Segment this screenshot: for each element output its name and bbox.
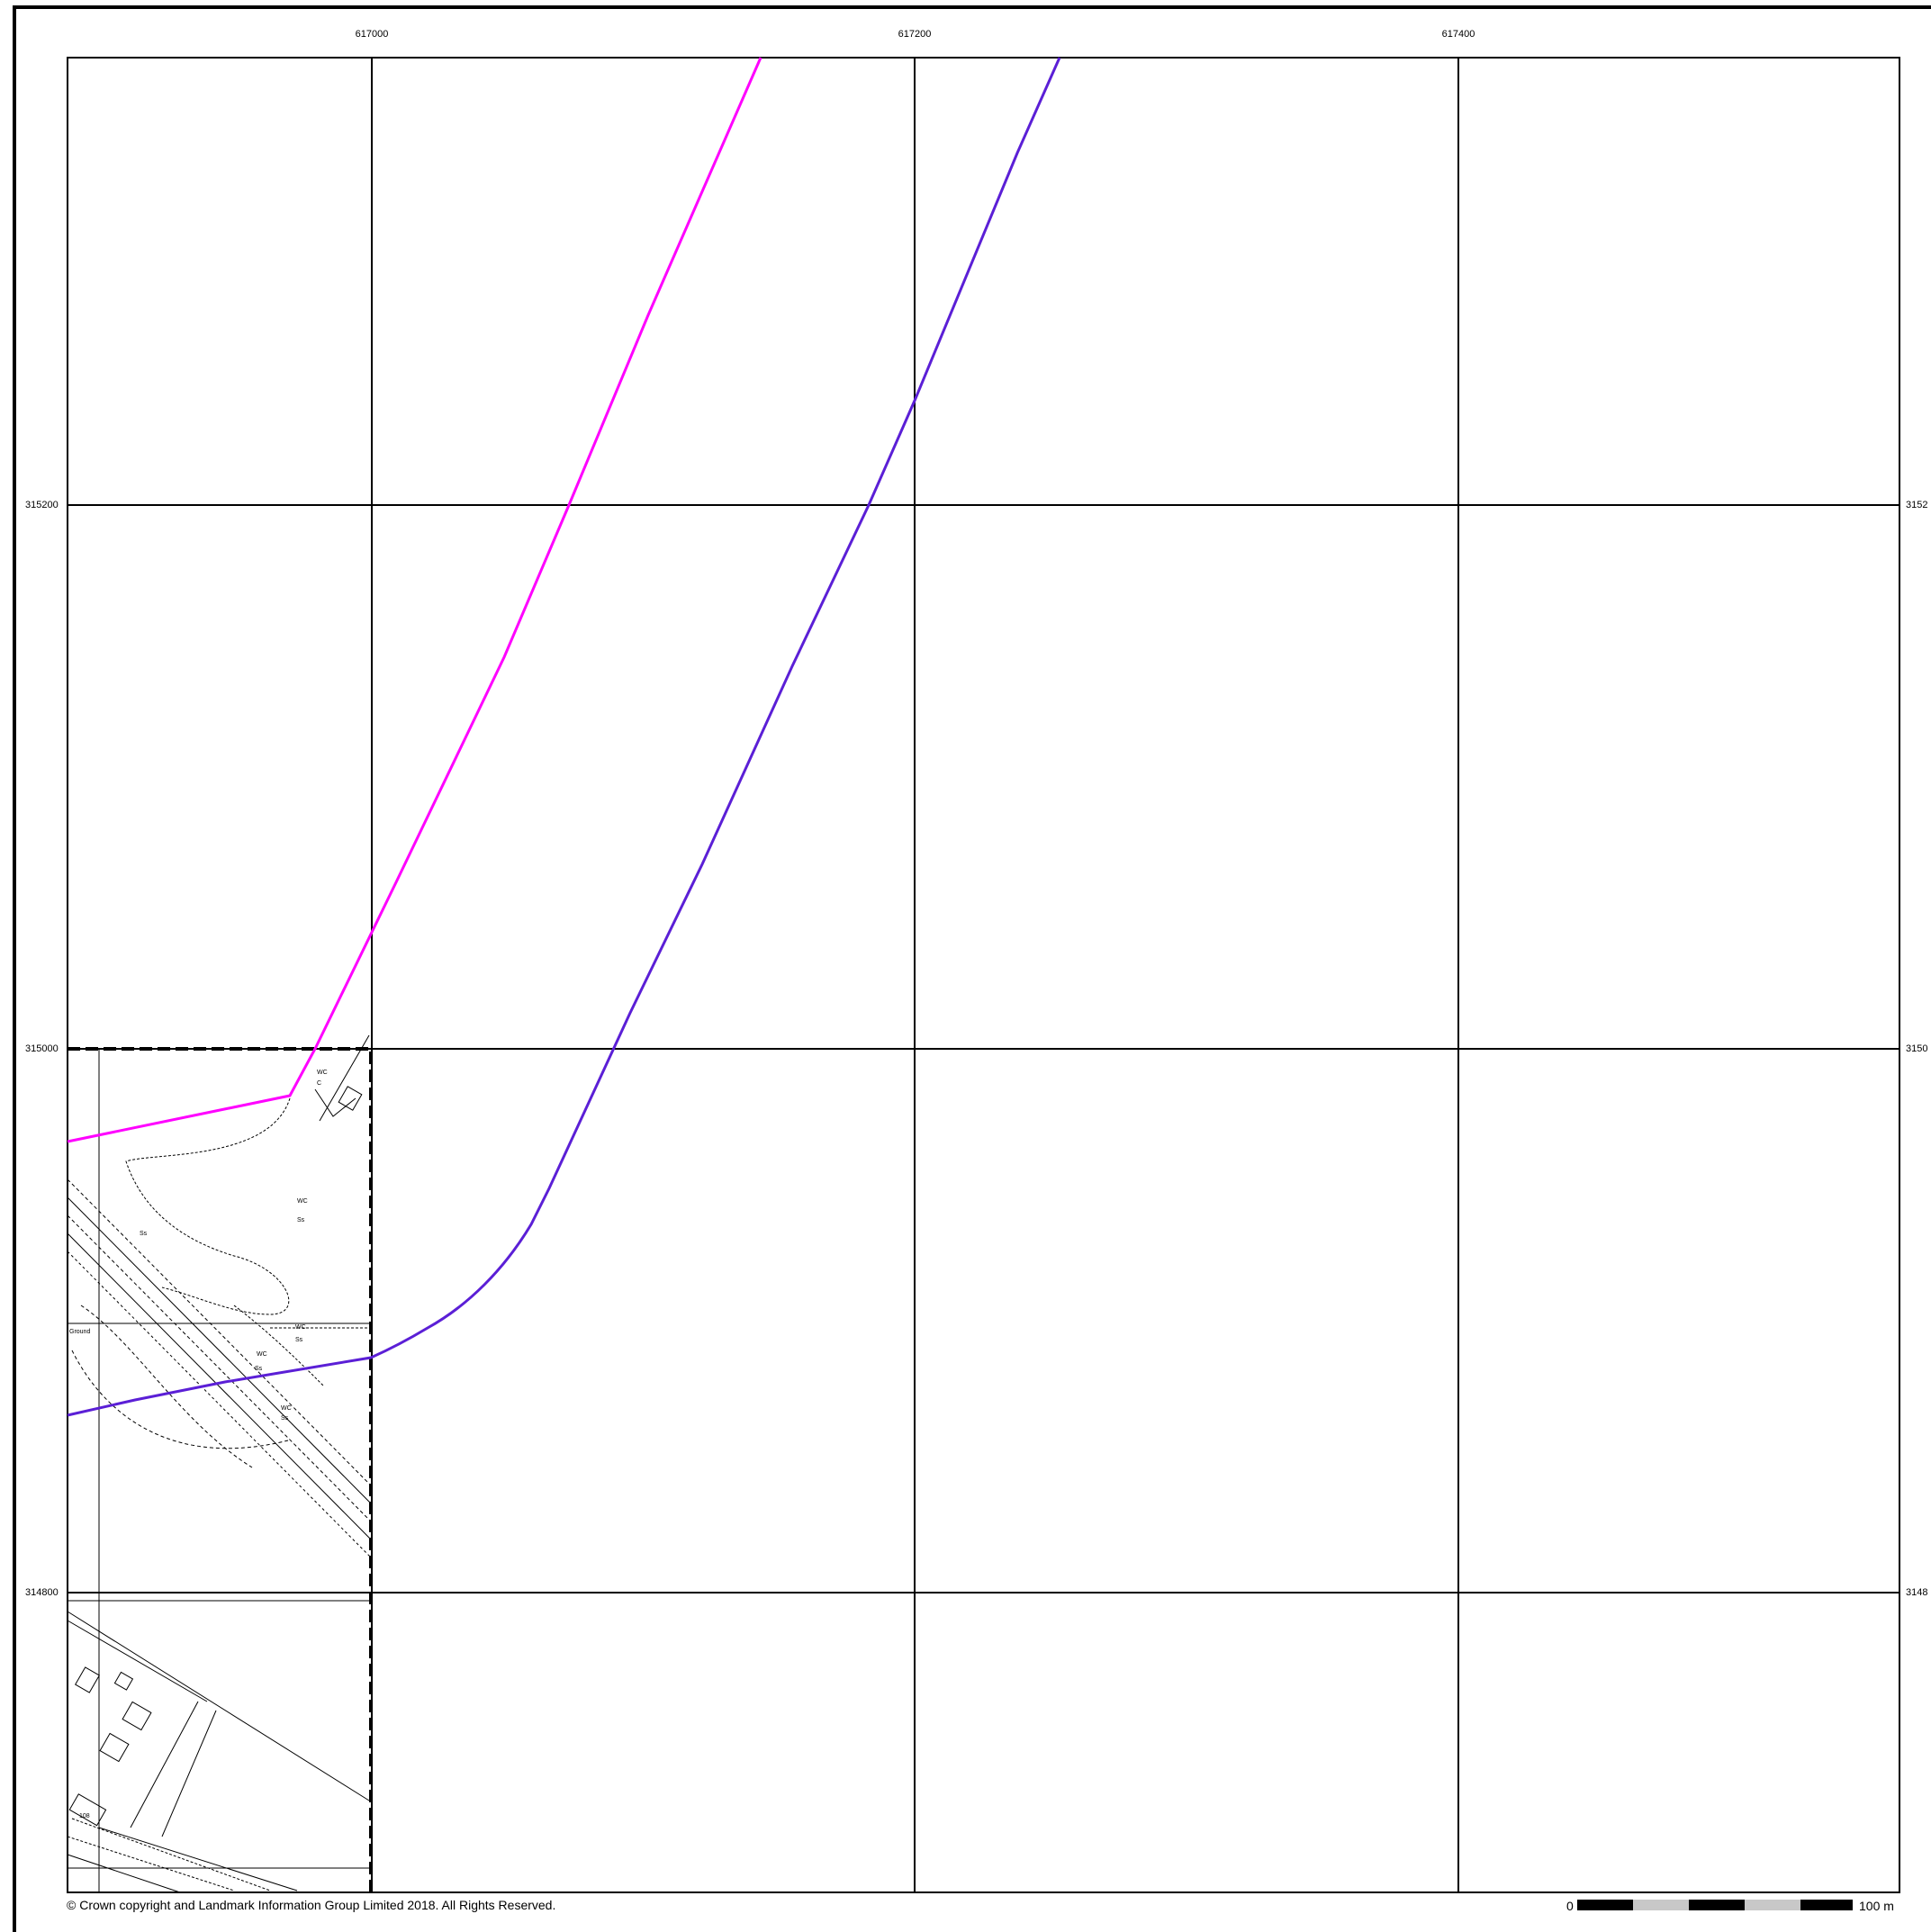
grid-y-label-right: 3152 bbox=[1906, 500, 1928, 510]
map-border bbox=[67, 57, 1900, 1893]
inset-label: Ss bbox=[297, 1217, 305, 1223]
inset-label: 108 bbox=[79, 1813, 90, 1819]
inset-label: Ground bbox=[69, 1329, 90, 1335]
scale-start-label: 0 bbox=[1566, 1899, 1574, 1913]
copyright-notice: © Crown copyright and Landmark Informati… bbox=[67, 1898, 556, 1912]
route-magenta[interactable] bbox=[67, 57, 762, 1143]
inset-label: Ss bbox=[255, 1366, 263, 1372]
grid-x-label: 617000 bbox=[355, 29, 389, 40]
inset-label: WC bbox=[317, 1070, 328, 1076]
inset-label: Ss bbox=[295, 1337, 303, 1343]
inset-label: WC bbox=[295, 1324, 306, 1331]
route-violet[interactable] bbox=[67, 57, 1061, 1417]
map-frame bbox=[13, 5, 1931, 1932]
inset-label: Ss bbox=[140, 1231, 148, 1237]
grid-y-label: 314800 bbox=[25, 1587, 59, 1598]
grid-x-label: 617200 bbox=[898, 29, 932, 40]
os-map-inset bbox=[67, 1034, 372, 1893]
inset-label: WC bbox=[281, 1405, 292, 1412]
grid-y-label-right: 3148 bbox=[1906, 1587, 1928, 1598]
inset-labels: WC C WC Ss Ss WC Ss WC Ss WC Ss Ground 1… bbox=[69, 1070, 328, 1819]
inset-label: WC bbox=[297, 1198, 308, 1205]
tile-boundary bbox=[68, 1047, 373, 1892]
inset-label: C bbox=[317, 1080, 321, 1087]
grid-y-label-right: 3150 bbox=[1906, 1043, 1928, 1054]
grid-x-label: 617400 bbox=[1441, 29, 1475, 40]
grid-y-label: 315200 bbox=[25, 500, 59, 510]
scale-bar-graphic bbox=[1577, 1900, 1853, 1910]
inset-label: Ss bbox=[281, 1415, 289, 1422]
grid-lines bbox=[68, 58, 1899, 1892]
grid-y-label: 315000 bbox=[25, 1043, 59, 1054]
scale-end-label: 100 m bbox=[1859, 1899, 1894, 1913]
inset-label: WC bbox=[257, 1351, 267, 1358]
